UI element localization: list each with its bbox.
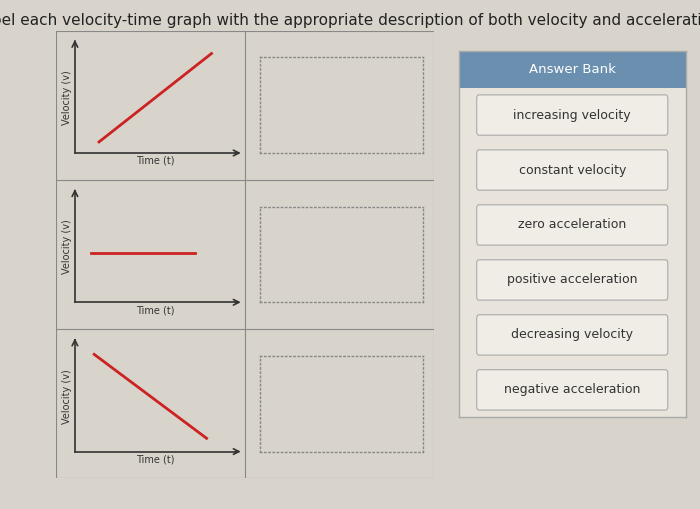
X-axis label: Time (t): Time (t) [136,305,174,315]
Y-axis label: Velocity (v): Velocity (v) [62,369,72,423]
Text: Label each velocity-time graph with the appropriate description of both velocity: Label each velocity-time graph with the … [0,13,700,27]
Y-axis label: Velocity (v): Velocity (v) [62,70,72,125]
FancyBboxPatch shape [477,370,668,410]
FancyBboxPatch shape [477,205,668,245]
FancyBboxPatch shape [477,95,668,135]
Text: negative acceleration: negative acceleration [504,383,640,397]
FancyBboxPatch shape [477,315,668,355]
Text: increasing velocity: increasing velocity [513,108,631,122]
X-axis label: Time (t): Time (t) [136,156,174,166]
Y-axis label: Velocity (v): Velocity (v) [62,220,72,274]
Text: decreasing velocity: decreasing velocity [511,328,634,342]
Text: constant velocity: constant velocity [519,163,626,177]
FancyBboxPatch shape [458,51,686,88]
FancyBboxPatch shape [477,150,668,190]
FancyBboxPatch shape [477,260,668,300]
Text: zero acceleration: zero acceleration [518,218,626,232]
Text: positive acceleration: positive acceleration [507,273,638,287]
X-axis label: Time (t): Time (t) [136,455,174,464]
Text: Answer Bank: Answer Bank [528,63,616,76]
